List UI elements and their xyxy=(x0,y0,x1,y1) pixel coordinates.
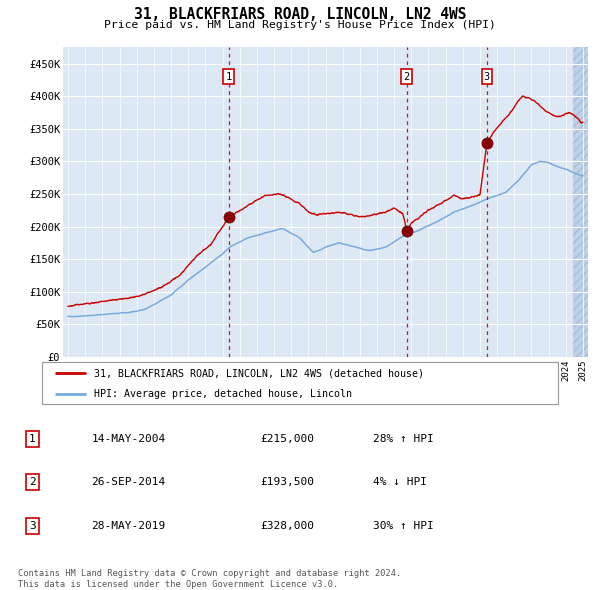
Text: 14-MAY-2004: 14-MAY-2004 xyxy=(91,434,166,444)
Text: 1: 1 xyxy=(226,72,232,81)
Text: 1: 1 xyxy=(29,434,35,444)
Text: 2: 2 xyxy=(404,72,410,81)
Text: 4% ↓ HPI: 4% ↓ HPI xyxy=(373,477,427,487)
Text: Price paid vs. HM Land Registry's House Price Index (HPI): Price paid vs. HM Land Registry's House … xyxy=(104,20,496,30)
Text: £328,000: £328,000 xyxy=(260,521,314,530)
FancyBboxPatch shape xyxy=(42,362,558,404)
Bar xyxy=(573,47,588,357)
Text: 26-SEP-2014: 26-SEP-2014 xyxy=(91,477,166,487)
Text: £215,000: £215,000 xyxy=(260,434,314,444)
Text: 31, BLACKFRIARS ROAD, LINCOLN, LN2 4WS (detached house): 31, BLACKFRIARS ROAD, LINCOLN, LN2 4WS (… xyxy=(94,368,424,378)
Text: 3: 3 xyxy=(29,521,35,530)
Text: 31, BLACKFRIARS ROAD, LINCOLN, LN2 4WS: 31, BLACKFRIARS ROAD, LINCOLN, LN2 4WS xyxy=(134,7,466,22)
Text: £193,500: £193,500 xyxy=(260,477,314,487)
Text: 3: 3 xyxy=(484,72,490,81)
Text: 28% ↑ HPI: 28% ↑ HPI xyxy=(373,434,434,444)
Text: 28-MAY-2019: 28-MAY-2019 xyxy=(91,521,166,530)
Text: Contains HM Land Registry data © Crown copyright and database right 2024.
This d: Contains HM Land Registry data © Crown c… xyxy=(18,569,401,589)
Bar xyxy=(573,47,588,357)
Text: 2: 2 xyxy=(29,477,35,487)
Text: 30% ↑ HPI: 30% ↑ HPI xyxy=(373,521,434,530)
Text: HPI: Average price, detached house, Lincoln: HPI: Average price, detached house, Linc… xyxy=(94,389,352,398)
